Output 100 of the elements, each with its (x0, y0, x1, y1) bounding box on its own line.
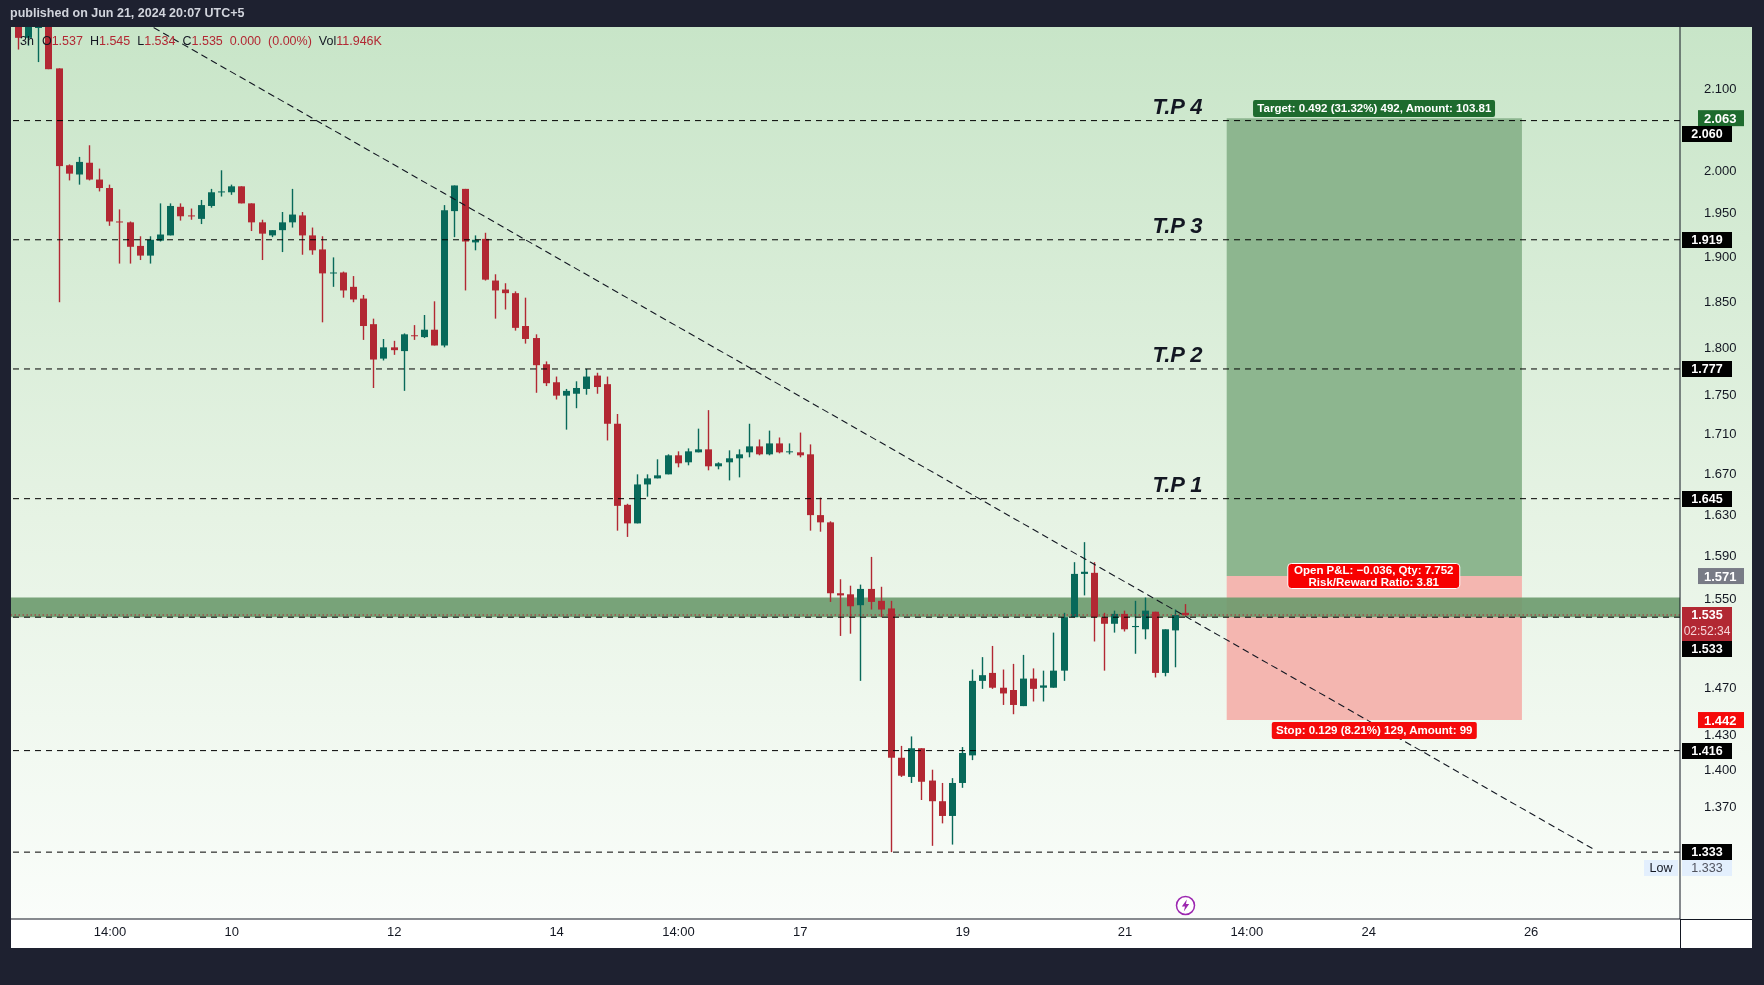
candlestick (583, 368, 590, 396)
x-tick-label: 17 (793, 924, 808, 940)
annotation: T.P 4 (1152, 93, 1203, 119)
x-tick-label: 26 (1523, 924, 1539, 940)
candlestick (989, 645, 996, 690)
text: Low 1.333 (1649, 861, 1723, 876)
ref-line-label: 1.645 (1682, 490, 1732, 507)
candlestick (137, 235, 144, 261)
candlestick (929, 769, 936, 847)
candlestick (380, 338, 387, 362)
y-tick-label: 1.750 (1704, 387, 1737, 403)
y-tick-label: 1.571 (1704, 568, 1737, 584)
candlestick (431, 300, 438, 347)
candlestick (218, 169, 225, 198)
ref-line-label: 1.333 (1682, 844, 1732, 861)
y-tick-label: 1.630 (1704, 506, 1737, 522)
x-tick-label: 24 (1361, 924, 1376, 940)
ref-line-label: 2.060 (1682, 126, 1732, 143)
candlestick (817, 496, 824, 533)
y-tick-label: 1.710 (1704, 426, 1737, 442)
x-tick-label: 19 (955, 924, 970, 940)
candlestick (594, 372, 601, 395)
candlestick (939, 782, 946, 825)
y-tick-label: 2.000 (1704, 162, 1737, 178)
candlestick (766, 429, 773, 457)
band-label: Stop: 0.129 (8.21%) 129, Amount: 99 (1272, 722, 1477, 740)
annotation: Open P&L: −0.036, Qty: 7.752 Risk/Reward Ratio: 3.81 (1294, 564, 1454, 589)
candlestick (1081, 541, 1088, 597)
y-tick-label: 1.550 (1704, 591, 1737, 607)
y-tick-label: 1.370 (1704, 798, 1737, 814)
x-tick-label: 10 (224, 924, 240, 940)
candlestick (309, 226, 316, 256)
candlestick (573, 380, 580, 409)
candlestick (736, 448, 743, 479)
x-tick-label: 14:00 (662, 924, 695, 940)
ref-line-label: 1.533 (1682, 640, 1732, 657)
candlestick (319, 235, 326, 324)
y-tick-label: 1.900 (1704, 249, 1737, 265)
candlestick (76, 156, 83, 186)
text: published on Jun 21, 2024 20:07 UTC+5 (10, 6, 245, 20)
y-tick-label: 1.442 (1704, 712, 1737, 728)
candlestick (553, 375, 560, 401)
candlestick (401, 332, 408, 392)
candlestick (340, 270, 347, 299)
candlestick (705, 409, 712, 472)
annotation: T.P 2 (1152, 341, 1203, 367)
candlestick (15, 27, 22, 51)
candlestick (898, 745, 905, 778)
candlestick (96, 167, 103, 193)
candlestick (1142, 596, 1149, 640)
candlestick (797, 431, 804, 459)
x-tick-label: 14:00 (93, 924, 127, 940)
y-tick-label: 2.063 (1704, 110, 1737, 126)
candlestick (644, 473, 651, 498)
candlestick (86, 144, 93, 182)
candlestick (279, 211, 286, 253)
x-tick-label: 21 (1117, 924, 1133, 940)
ref-line-label: 1.535 02:52:34 (1682, 606, 1732, 639)
x-tick-label: 14:00 (1230, 924, 1264, 940)
candlestick (726, 449, 733, 482)
candlestick (746, 423, 753, 459)
candlestick (330, 256, 337, 288)
candlestick (1050, 631, 1057, 689)
y-tick-label: 1.670 (1704, 465, 1737, 481)
y-tick-label: 1.850 (1704, 293, 1737, 309)
candlestick (248, 202, 255, 232)
candlestick (1040, 669, 1047, 703)
candlestick (35, 27, 42, 63)
candlestick (492, 273, 499, 320)
candlestick (259, 219, 266, 261)
annotation: T.P 3 (1152, 212, 1203, 238)
candlestick (979, 656, 986, 690)
y-tick-label: 1.590 (1704, 548, 1737, 564)
x-tick-label: 12 (386, 924, 402, 940)
band-label: Target: 0.492 (31.32%) 492, Amount: 103.81 (1253, 100, 1496, 118)
candlestick (857, 583, 864, 682)
ref-line-label: 1.919 (1682, 231, 1732, 248)
candlestick (1010, 663, 1017, 715)
candlestick (350, 275, 357, 303)
y-tick-label: 1.950 (1704, 205, 1737, 221)
candlestick (289, 188, 296, 229)
x-tick-label: 14 (549, 924, 564, 940)
ref-line-label: 1.416 (1682, 742, 1732, 759)
candlestick (1030, 667, 1037, 703)
candlestick (147, 235, 154, 265)
candlestick (624, 503, 631, 538)
ref-line-label: 1.777 (1682, 360, 1732, 377)
candlestick (868, 556, 875, 611)
candlestick (198, 199, 205, 225)
candlestick (563, 388, 570, 431)
y-tick-label: 1.400 (1704, 762, 1737, 778)
y-tick-label: 1.470 (1704, 680, 1737, 696)
y-tick-label: 2.100 (1704, 80, 1737, 96)
y-tick-label: 1.800 (1704, 339, 1737, 355)
candlestick (522, 296, 529, 345)
candlestick (116, 208, 123, 265)
candlestick (421, 314, 428, 339)
candlestick (543, 360, 550, 387)
annotation: T.P 1 (1152, 471, 1203, 497)
candlestick (299, 211, 306, 256)
